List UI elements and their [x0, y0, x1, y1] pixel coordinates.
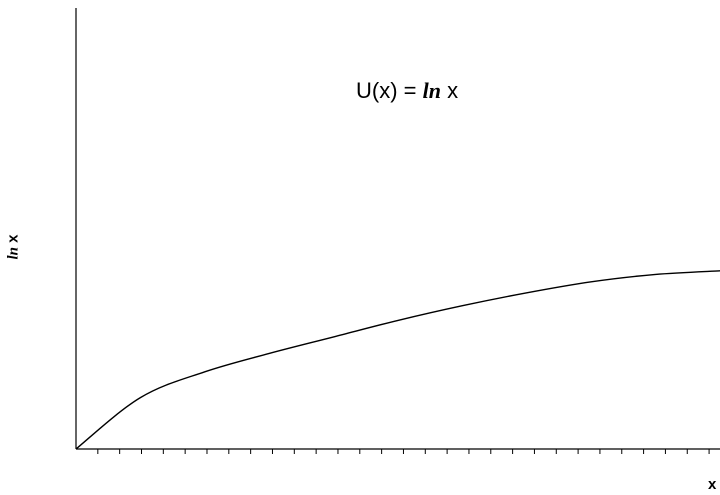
series-line [75, 270, 720, 450]
title-prefix: U(x) = [356, 78, 417, 103]
y-axis-label-function: ln [5, 247, 22, 260]
title-function: ln [422, 78, 441, 103]
y-axis-label: ln x [5, 234, 23, 259]
y-axis-label-variable: x [4, 234, 22, 243]
x-axis-label: x [708, 476, 717, 493]
x-axis-ticks [97, 449, 710, 454]
title-variable: x [447, 78, 459, 103]
chart-title: U(x) = ln x [356, 78, 458, 104]
